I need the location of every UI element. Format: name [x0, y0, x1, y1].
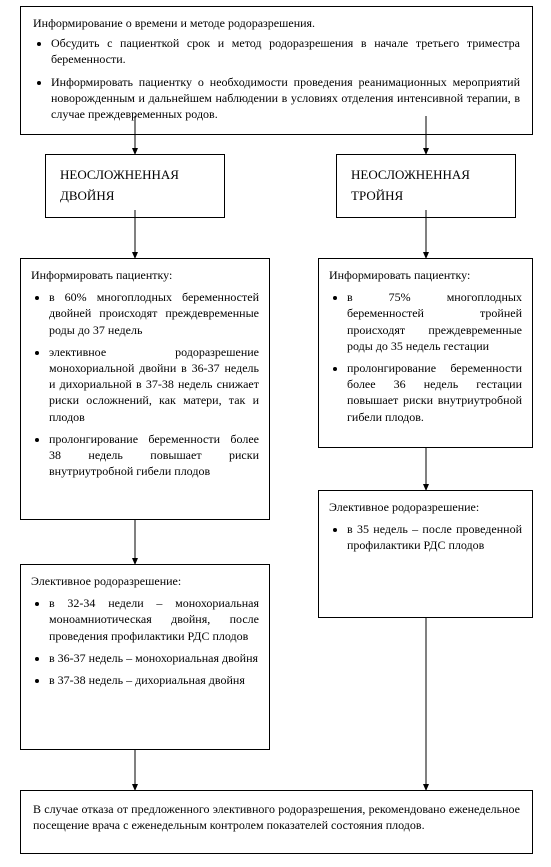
- right-branch-head: НЕОСЛОЖНЕННАЯ ТРОЙНЯ: [336, 154, 516, 218]
- flowchart-canvas: Информирование о времени и методе родора…: [0, 0, 551, 867]
- right-elective-title: Элективное родоразрешение:: [329, 499, 522, 515]
- left-branch-title-line1: НЕОСЛОЖНЕННАЯ: [60, 165, 210, 186]
- left-inform-bullets: в 60% многоплодных беременностей двойней…: [31, 289, 259, 479]
- left-elective-box: Элективное родоразрешение: в 32-34 недел…: [20, 564, 270, 750]
- right-inform-bullet: в 75% многоплодных беременностей тройней…: [347, 289, 522, 354]
- right-inform-box: Информировать пациентку: в 75% многоплод…: [318, 258, 533, 448]
- header-bullets: Обсудить с пациенткой срок и метод родор…: [33, 35, 520, 122]
- left-inform-box: Информировать пациентку: в 60% многоплод…: [20, 258, 270, 520]
- footer-text: В случае отказа от предложенного электив…: [33, 802, 520, 832]
- header-title: Информирование о времени и методе родора…: [33, 15, 520, 31]
- header-box: Информирование о времени и методе родора…: [20, 6, 533, 135]
- left-inform-bullet: в 60% многоплодных беременностей двойней…: [49, 289, 259, 338]
- right-elective-box: Элективное родоразрешение: в 35 недель –…: [318, 490, 533, 618]
- left-inform-bullet: элективное родоразрешение монохориальной…: [49, 344, 259, 425]
- left-elective-bullet: в 32-34 недели – монохориальная моноамни…: [49, 595, 259, 644]
- header-bullet: Обсудить с пациенткой срок и метод родор…: [51, 35, 520, 67]
- left-branch-head: НЕОСЛОЖНЕННАЯ ДВОЙНЯ: [45, 154, 225, 218]
- right-inform-title: Информировать пациентку:: [329, 267, 522, 283]
- right-elective-bullet: в 35 недель – после проведенной профилак…: [347, 521, 522, 553]
- left-elective-bullet: в 36-37 недель – монохориальная двойня: [49, 650, 259, 666]
- footer-box: В случае отказа от предложенного электив…: [20, 790, 533, 854]
- left-inform-title: Информировать пациентку:: [31, 267, 259, 283]
- right-branch-title-line1: НЕОСЛОЖНЕННАЯ: [351, 165, 501, 186]
- left-elective-bullet: в 37-38 недель – дихориальная двойня: [49, 672, 259, 688]
- right-inform-bullet: пролонгирование беременности более 36 не…: [347, 360, 522, 425]
- left-elective-title: Элективное родоразрешение:: [31, 573, 259, 589]
- right-inform-bullets: в 75% многоплодных беременностей тройней…: [329, 289, 522, 425]
- left-elective-bullets: в 32-34 недели – монохориальная моноамни…: [31, 595, 259, 688]
- header-bullet: Информировать пациентку о необходимости …: [51, 74, 520, 123]
- right-elective-bullets: в 35 недель – после проведенной профилак…: [329, 521, 522, 553]
- left-branch-title-line2: ДВОЙНЯ: [60, 186, 210, 207]
- right-branch-title-line2: ТРОЙНЯ: [351, 186, 501, 207]
- left-inform-bullet: пролонгирование беременности более 38 не…: [49, 431, 259, 480]
